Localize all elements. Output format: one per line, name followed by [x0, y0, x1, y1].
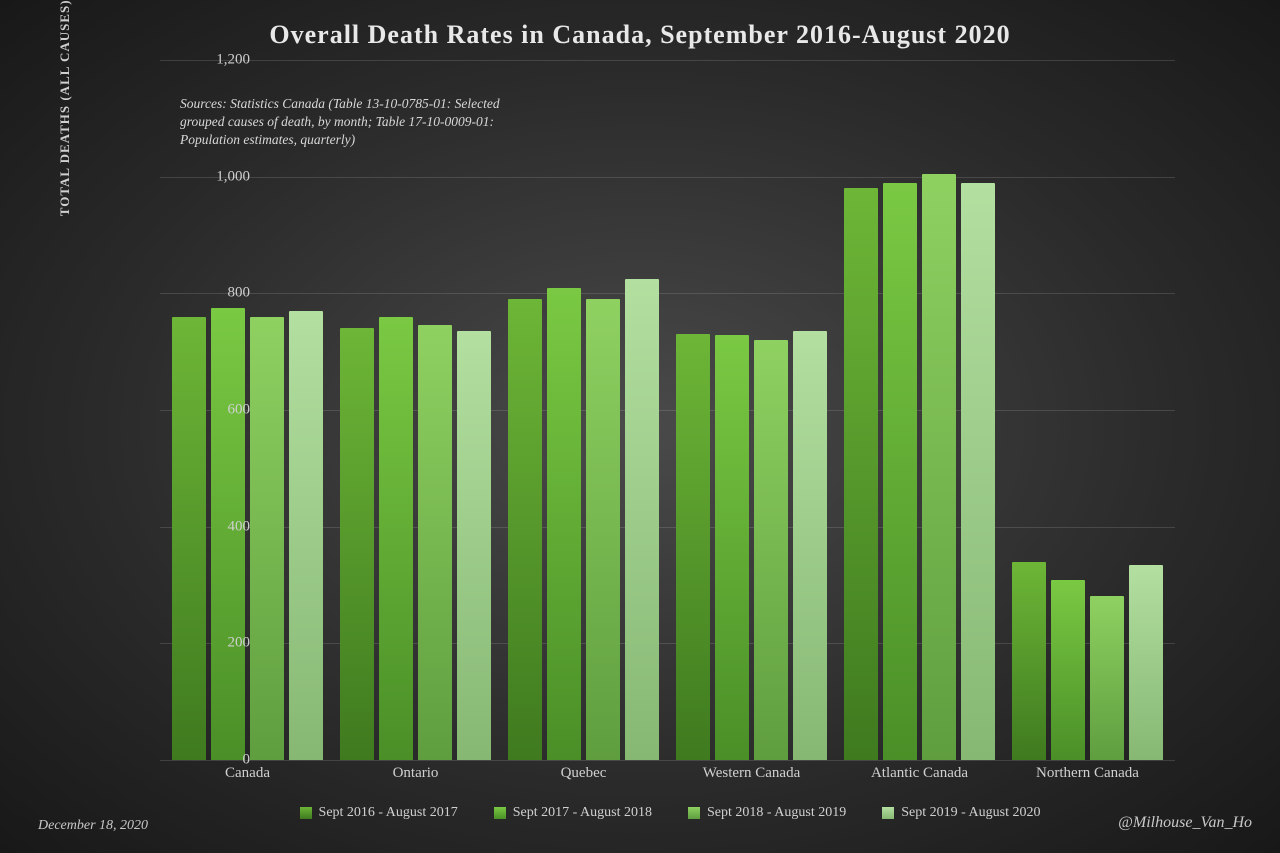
- legend-label: Sept 2018 - August 2019: [707, 805, 846, 821]
- legend-item: Sept 2018 - August 2019: [688, 805, 846, 821]
- legend-item: Sept 2017 - August 2018: [494, 805, 652, 821]
- bar: [1012, 562, 1046, 760]
- bar: [961, 183, 995, 761]
- chart-container: Overall Death Rates in Canada, September…: [0, 0, 1280, 853]
- bar: [625, 279, 659, 760]
- chart-title: Overall Death Rates in Canada, September…: [0, 20, 1280, 50]
- source-note: Sources: Statistics Canada (Table 13-10-…: [180, 95, 510, 150]
- bar: [586, 299, 620, 760]
- legend-swatch: [300, 807, 312, 819]
- bar: [418, 325, 452, 760]
- legend-swatch: [688, 807, 700, 819]
- y-tick-label: 1,000: [170, 168, 250, 185]
- gridline: [160, 293, 1175, 294]
- legend-item: Sept 2016 - August 2017: [300, 805, 458, 821]
- y-tick-label: 400: [170, 518, 250, 535]
- legend-label: Sept 2019 - August 2020: [901, 805, 1040, 821]
- bar: [676, 334, 710, 760]
- bar: [1051, 580, 1085, 760]
- legend-label: Sept 2017 - August 2018: [513, 805, 652, 821]
- bar: [457, 331, 491, 760]
- x-tick-label: Western Canada: [703, 765, 801, 782]
- bar: [754, 340, 788, 760]
- legend-item: Sept 2019 - August 2020: [882, 805, 1040, 821]
- x-tick-label: Canada: [225, 765, 270, 782]
- bar: [793, 331, 827, 760]
- bar: [844, 188, 878, 760]
- y-tick-label: 600: [170, 402, 250, 419]
- bar: [250, 317, 284, 760]
- bar: [1129, 565, 1163, 760]
- date-note: December 18, 2020: [38, 818, 148, 834]
- bar: [379, 317, 413, 760]
- y-tick-label: 1,200: [170, 52, 250, 69]
- attribution: @Milhouse_Van_Ho: [1118, 814, 1252, 832]
- legend: Sept 2016 - August 2017 Sept 2017 - Augus…: [260, 805, 1080, 821]
- legend-label: Sept 2016 - August 2017: [319, 805, 458, 821]
- legend-swatch: [882, 807, 894, 819]
- y-tick-label: 800: [170, 285, 250, 302]
- y-tick-label: 200: [170, 635, 250, 652]
- bar: [172, 317, 206, 760]
- bar: [922, 174, 956, 760]
- gridline: [160, 60, 1175, 61]
- bar: [508, 299, 542, 760]
- x-tick-label: Atlantic Canada: [871, 765, 968, 782]
- gridline: [160, 760, 1175, 761]
- x-tick-label: Northern Canada: [1036, 765, 1139, 782]
- x-tick-label: Ontario: [393, 765, 439, 782]
- y-axis-label: TOTAL DEATHS (ALL CAUSES) PER 100,000 PO…: [57, 0, 73, 216]
- legend-swatch: [494, 807, 506, 819]
- bar: [547, 288, 581, 761]
- bar: [715, 335, 749, 760]
- bar: [1090, 596, 1124, 761]
- gridline: [160, 177, 1175, 178]
- x-tick-label: Quebec: [561, 765, 607, 782]
- bar: [289, 311, 323, 760]
- plot-area: [160, 60, 1175, 760]
- bar: [883, 183, 917, 761]
- bar: [340, 328, 374, 760]
